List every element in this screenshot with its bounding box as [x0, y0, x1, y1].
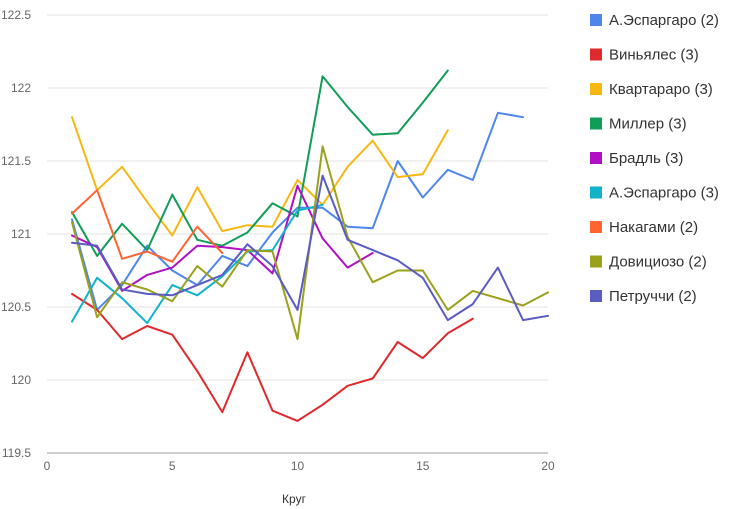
x-axis-title: Круг: [282, 492, 307, 506]
legend-item: Квартараро (3): [590, 81, 713, 98]
legend-label: А.Эспаргаро (2): [609, 12, 719, 29]
series-line-5: [71, 184, 374, 292]
y-tick-label: 120: [11, 373, 31, 387]
legend-swatch: [590, 48, 602, 61]
series-line-4: [71, 69, 449, 257]
legend-label: А.Эспаргаро (3): [609, 185, 719, 202]
legend-label: Брадль (3): [609, 150, 683, 167]
legend-item: Виньялес (3): [590, 47, 699, 64]
legend-item: Брадль (3): [590, 150, 683, 167]
legend-item: А.Эспаргаро (2): [590, 12, 719, 29]
legend-label: Накагами (2): [609, 219, 698, 236]
x-axis-ticks: 0 5 10 15 20: [44, 459, 555, 473]
y-axis-ticks: 119.5 120 120.5 121 121.5 122 122.5: [1, 8, 31, 460]
legend-label: Квартараро (3): [609, 81, 713, 98]
legend-swatch: [590, 152, 602, 164]
legend-item: Миллер (3): [590, 116, 687, 133]
y-tick-label: 121: [11, 227, 31, 241]
legend-swatch: [590, 117, 602, 130]
y-tick-label: 119.5: [2, 446, 31, 460]
legend-label: Петруччи (2): [609, 288, 697, 305]
series-lines: [71, 69, 549, 422]
x-tick-label: 0: [44, 459, 51, 473]
legend-swatch: [590, 221, 602, 233]
series-line-6: [71, 203, 324, 325]
series-line-2: [71, 292, 474, 422]
legend-item: Петруччи (2): [590, 288, 697, 305]
legend-label: Миллер (3): [609, 116, 687, 133]
legend-item: Накагами (2): [590, 219, 698, 236]
legend-label: Довициозо (2): [609, 254, 707, 271]
legend-swatch: [590, 14, 602, 26]
legend-item: А.Эспаргаро (3): [590, 185, 719, 202]
x-tick-label: 20: [541, 459, 555, 473]
series-line-3: [71, 116, 449, 237]
legend-label: Виньялес (3): [609, 47, 699, 64]
y-tick-label: 122.5: [1, 8, 31, 22]
gridlines: [47, 14, 548, 454]
legend-swatch: [590, 255, 602, 268]
x-tick-label: 5: [169, 459, 176, 473]
legend: А.Эспаргаро (2) Виньялес (3) Квартараро (3…: [590, 12, 719, 305]
y-tick-label: 120.5: [1, 300, 31, 314]
series-line-7: [71, 189, 224, 263]
series-line-9: [71, 174, 549, 322]
series-line-1: [71, 111, 524, 311]
y-tick-label: 122: [11, 81, 31, 95]
legend-swatch: [590, 290, 602, 302]
x-tick-label: 10: [291, 459, 305, 473]
y-tick-label: 121.5: [1, 154, 31, 168]
legend-item: Довициозо (2): [590, 254, 707, 271]
x-tick-label: 15: [416, 459, 430, 473]
legend-swatch: [590, 83, 602, 95]
legend-swatch: [590, 186, 602, 199]
